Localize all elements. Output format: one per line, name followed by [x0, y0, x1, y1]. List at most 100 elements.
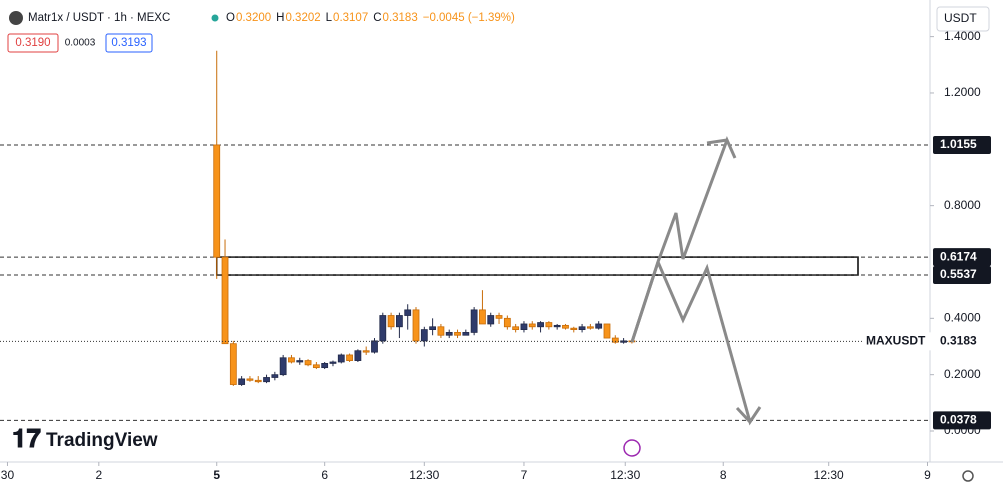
level-label-bg: [933, 248, 991, 267]
candle-body: [603, 323, 611, 339]
last-price-name: MAXUSDT: [866, 334, 926, 348]
candle-body: [371, 340, 378, 353]
ohlc-value: 0.3183: [383, 12, 418, 24]
x-tick-label: 6: [321, 468, 328, 482]
ask: 0.3193: [111, 37, 146, 49]
projection-up-head: [706, 138, 728, 145]
y-tick-label: 1.4000: [944, 29, 981, 43]
ohlc-key: L: [326, 12, 333, 24]
candle-body: [462, 332, 470, 336]
y-tick-label: 1.2000: [944, 85, 981, 99]
candle-body: [396, 315, 403, 328]
ask-box: [105, 33, 153, 53]
candle-body: [271, 374, 279, 378]
candle-body: [553, 324, 561, 328]
candle-body: [545, 322, 553, 328]
x-tick-label: 2: [95, 468, 102, 482]
candle-body: [479, 309, 486, 325]
candle-body: [321, 363, 329, 369]
last-price-label-bg: [933, 332, 991, 351]
level-label-bg: [933, 135, 991, 154]
candle-body: [279, 357, 287, 376]
event-icon[interactable]: [623, 439, 641, 457]
last-price-label: 0.3183: [940, 334, 977, 348]
logo-mark: 𝟏𝟕: [12, 423, 41, 453]
candle-body: [429, 326, 437, 330]
projection-down-head: [735, 406, 752, 424]
level-label: 0.5537: [940, 267, 977, 281]
candle-body: [570, 327, 578, 330]
candle-body: [238, 378, 246, 385]
x-tick-label: 12:30: [610, 468, 640, 482]
currency-box[interactable]: [936, 6, 990, 32]
candle-body: [312, 364, 320, 369]
candle-body: [213, 144, 221, 258]
x-tick-label: 30: [1, 468, 15, 482]
candle-body: [487, 315, 495, 325]
level-label: 0.0378: [940, 413, 977, 427]
candle-body: [354, 350, 362, 361]
candle-body: [437, 326, 445, 336]
candle-body: [586, 326, 594, 329]
candle-body: [537, 322, 544, 328]
y-tick-label: 0.2000: [944, 367, 981, 381]
projection-down: [630, 257, 762, 426]
candle-body: [420, 329, 428, 342]
candle-body: [379, 315, 387, 342]
candle-body: [512, 326, 520, 330]
settings-icon[interactable]: [962, 470, 974, 482]
candle-body: [229, 343, 237, 385]
candle-body: [246, 378, 254, 381]
candle-body: [470, 309, 478, 333]
x-tick-label: 12:30: [814, 468, 844, 482]
ohlc-value: 0.3200: [236, 12, 271, 24]
candle-body: [329, 361, 337, 364]
candle-body: [296, 360, 304, 363]
bid-box: [7, 33, 59, 53]
candle-body: [304, 360, 312, 366]
candle-body: [454, 332, 461, 336]
candle-body: [412, 309, 420, 342]
ohlc-key: O: [226, 12, 235, 24]
x-tick-label: 12:30: [409, 468, 439, 482]
x-tick-label: 7: [521, 468, 528, 482]
ohlc-key: C: [373, 12, 381, 24]
candle-body: [611, 337, 619, 343]
candle-body: [445, 332, 453, 336]
candle-body: [595, 323, 603, 329]
candle-body: [520, 323, 528, 330]
candle-body: [562, 324, 569, 329]
candle-body: [620, 340, 627, 343]
candle-body: [528, 323, 536, 328]
level-label: 0.6174: [940, 249, 977, 263]
ohlc-value: 0.3202: [285, 12, 320, 24]
candle-body: [254, 379, 262, 383]
bid: 0.3190: [15, 37, 50, 49]
symbol-icon: [9, 11, 23, 25]
y-tick-label: 0.4000: [944, 311, 981, 325]
candle-body: [578, 326, 586, 330]
level-label-bg: [933, 266, 991, 285]
candle-body: [337, 354, 345, 363]
candle-body: [221, 256, 229, 345]
x-tick-label: 5: [213, 468, 220, 482]
ohlc-value: 0.3107: [333, 12, 368, 24]
level-label: 1.0155: [940, 137, 977, 151]
status-dot: [211, 14, 219, 22]
candle-body: [362, 350, 370, 353]
change: −0.0045 (−1.39%): [423, 12, 515, 24]
spread: 0.0003: [65, 38, 96, 49]
ohlc-key: H: [276, 12, 284, 24]
candle-body: [503, 317, 511, 328]
candle-body: [288, 357, 295, 363]
candle-body: [263, 377, 270, 383]
level-label-bg: [933, 411, 991, 430]
candle-body: [387, 315, 395, 328]
candle-body: [495, 315, 503, 319]
x-tick-label: 8: [720, 468, 727, 482]
x-tick-label: 9: [924, 468, 931, 482]
candle-body: [346, 354, 353, 361]
y-tick-label: 0.8000: [944, 198, 981, 212]
